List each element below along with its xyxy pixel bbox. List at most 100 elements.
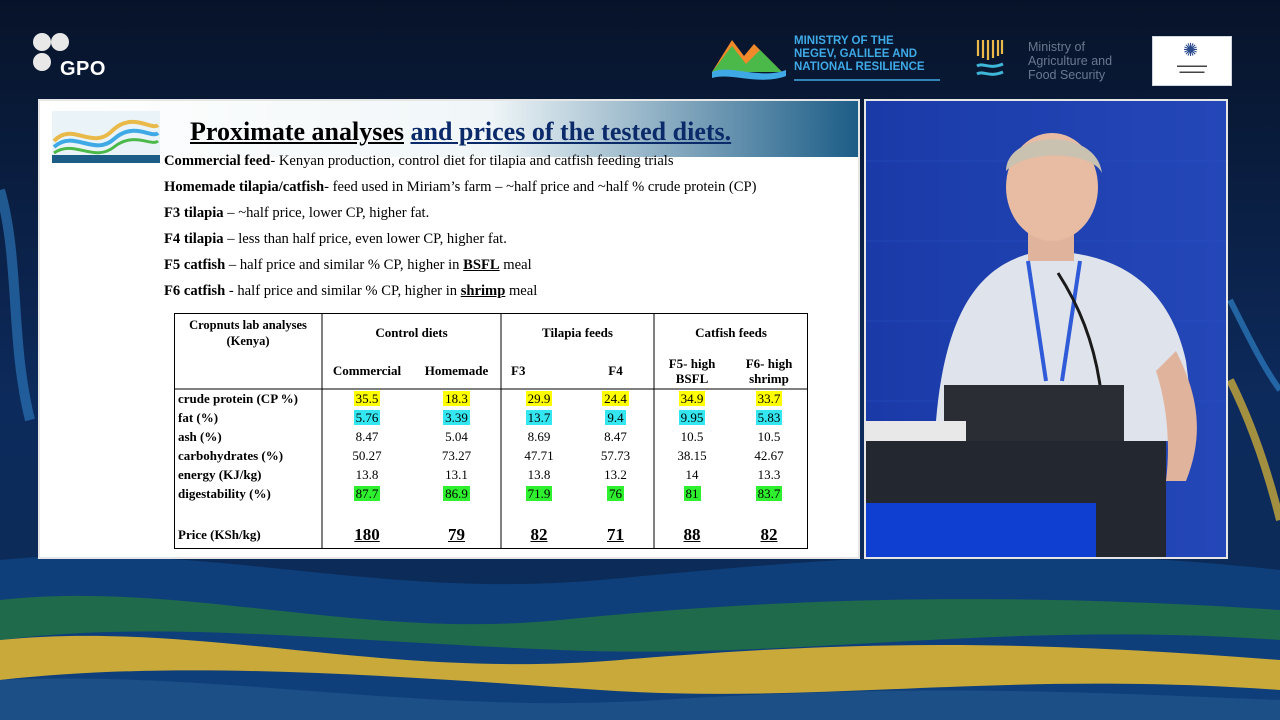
table-gridlines: [174, 313, 808, 549]
cell-value: 5.83: [755, 409, 783, 425]
price-cell: 180: [322, 525, 412, 545]
table-cell: 13.1: [412, 465, 501, 484]
col-commercial: Commercial: [332, 363, 402, 378]
cell-value: 8.47: [604, 428, 627, 444]
price-value: 180: [354, 525, 380, 544]
table-cell: 5.83: [730, 408, 808, 427]
table-cell: 13.8: [501, 465, 577, 484]
group-tilapia-feeds: Tilapia feeds: [542, 325, 613, 340]
laptop-icon: [944, 385, 1124, 445]
table-cell: 33.7: [730, 389, 808, 408]
slide-header-band: [40, 101, 858, 157]
cell-value: 71.9: [525, 485, 553, 501]
cell-value: 5.04: [445, 428, 468, 444]
cell-value: 10.5: [680, 428, 704, 444]
table-cell: 87.7: [322, 484, 412, 503]
price-value: 71: [607, 525, 624, 544]
cell-value: 13.7: [525, 409, 553, 425]
table-row: crude protein (CP %) 35.5 18.3 29.9 24.4 34.9…: [174, 389, 808, 408]
table-cell: 13.8: [322, 465, 412, 484]
col-homemade: Homemade: [424, 363, 489, 378]
cell-value: 14: [685, 466, 699, 482]
price-value: 82: [530, 525, 548, 544]
table-cell: 13.7: [501, 408, 577, 427]
cell-value: 38.15: [677, 447, 707, 463]
menorah-logo-icon: [976, 40, 1004, 76]
table-corner-label: Cropnuts lab analyses (Kenya): [189, 318, 307, 348]
slide-title: Proximate analyses and prices of the tes…: [190, 117, 731, 147]
bullet-f6: F6 catfish - half price and similar % CP…: [164, 283, 538, 299]
table-row: carbohydrates (%) 50.27 73.27 47.71 57.73 38.…: [174, 446, 808, 465]
table-cell: 3.39: [412, 408, 501, 427]
table-cell: 83.7: [730, 484, 808, 503]
table-cell: 8.47: [322, 427, 412, 446]
slide-title-part1: Proximate analyses: [190, 117, 404, 146]
table-cell: 10.5: [730, 427, 808, 446]
bullet-f5: F5 catfish – half price and similar % CP…: [164, 257, 532, 273]
cell-value: 76: [607, 485, 624, 501]
price-row: Price (KSh/kg) 180 79 82 71 88 82: [174, 525, 808, 545]
cell-value: 5.76: [353, 409, 381, 425]
cell-value: 8.69: [527, 428, 551, 444]
cell-value: 33.7: [755, 390, 783, 406]
cell-value: 57.73: [600, 447, 631, 463]
cell-value: 18.3: [443, 390, 470, 406]
cell-value: 35.5: [353, 390, 381, 406]
table-cell: 13.3: [730, 465, 808, 484]
row-label: crude protein (CP %): [178, 390, 298, 406]
cell-value: 50.27: [352, 447, 382, 463]
bullet-f4: F4 tilapia – less than half price, even …: [164, 231, 507, 247]
table-cell: 73.27: [412, 446, 501, 465]
price-value: 79: [448, 525, 465, 544]
table-cell: 81: [654, 484, 730, 503]
cell-value: 86.9: [443, 485, 470, 501]
table-cell: 34.9: [654, 389, 730, 408]
cell-value: 3.39: [443, 409, 470, 425]
ministry-negev-text: MINISTRY OF THE NEGEV, GALILEE AND NATIO…: [794, 35, 925, 73]
presentation-slide: Proximate analyses and prices of the tes…: [38, 99, 860, 559]
table-cell: 5.76: [322, 408, 412, 427]
price-value: 88: [683, 525, 701, 544]
bullet-commercial: Commercial feed- Kenyan production, cont…: [164, 153, 674, 169]
table-row: energy (KJ/kg) 13.8 13.1 13.8 13.2 14 13.3: [174, 465, 808, 484]
cell-value: 83.7: [755, 485, 783, 501]
table-row: ash (%) 8.47 5.04 8.69 8.47 10.5 10.5: [174, 427, 808, 446]
sea-future-logo-icon: [52, 111, 160, 163]
table-body: crude protein (CP %) 35.5 18.3 29.9 24.4 34.9…: [174, 389, 808, 545]
table-cell: 5.04: [412, 427, 501, 446]
gpo-logo-icon: [33, 33, 69, 71]
table-cell: 71.9: [501, 484, 577, 503]
table-row: fat (%) 5.76 3.39 13.7 9.4 9.95 5.83: [174, 408, 808, 427]
cell-value: 13.8: [355, 466, 379, 482]
bullet-f3: F3 tilapia – ~half price, lower CP, high…: [164, 205, 430, 221]
cell-value: 42.67: [754, 447, 784, 463]
cell-value: 73.27: [441, 447, 472, 463]
cell-value: 13.1: [445, 466, 468, 482]
cell-value: 24.4: [602, 390, 629, 406]
table-cell: 57.73: [577, 446, 654, 465]
gear-emblem-icon: ✺: [1183, 40, 1199, 60]
cell-value: 8.47: [355, 428, 379, 444]
cell-value: 13.8: [527, 466, 551, 482]
gpo-logo-text: GPO: [60, 58, 106, 80]
cell-value: 87.7: [353, 485, 381, 501]
table-cell: 8.69: [501, 427, 577, 446]
partner-logo: ✺ ▬▬▬▬▬▬ ▬▬▬▬▬: [1152, 36, 1232, 86]
col-f4: F4: [608, 363, 623, 378]
table-cell: 24.4: [577, 389, 654, 408]
speaker-scene: [866, 101, 1226, 557]
table-cell: 8.47: [577, 427, 654, 446]
group-catfish-feeds: Catfish feeds: [695, 325, 767, 340]
cell-value: 9.95: [678, 409, 706, 425]
cell-value: 81: [683, 485, 701, 501]
row-label: fat (%): [178, 409, 219, 425]
partner-logo-fine-print: ▬▬▬▬▬▬ ▬▬▬▬▬: [1177, 63, 1207, 75]
table-cell: 29.9: [501, 389, 577, 408]
table-spacer: [174, 503, 808, 525]
table-row: digestability (%) 87.7 86.9 71.9 76 81 83.7: [174, 484, 808, 503]
price-cell: 82: [501, 525, 577, 545]
col-f6: F6- high shrimp: [745, 356, 793, 386]
speaker-head: [1006, 133, 1098, 241]
slide-title-part2: and prices of the tested diets.: [410, 117, 732, 146]
table-cell: 14: [654, 465, 730, 484]
